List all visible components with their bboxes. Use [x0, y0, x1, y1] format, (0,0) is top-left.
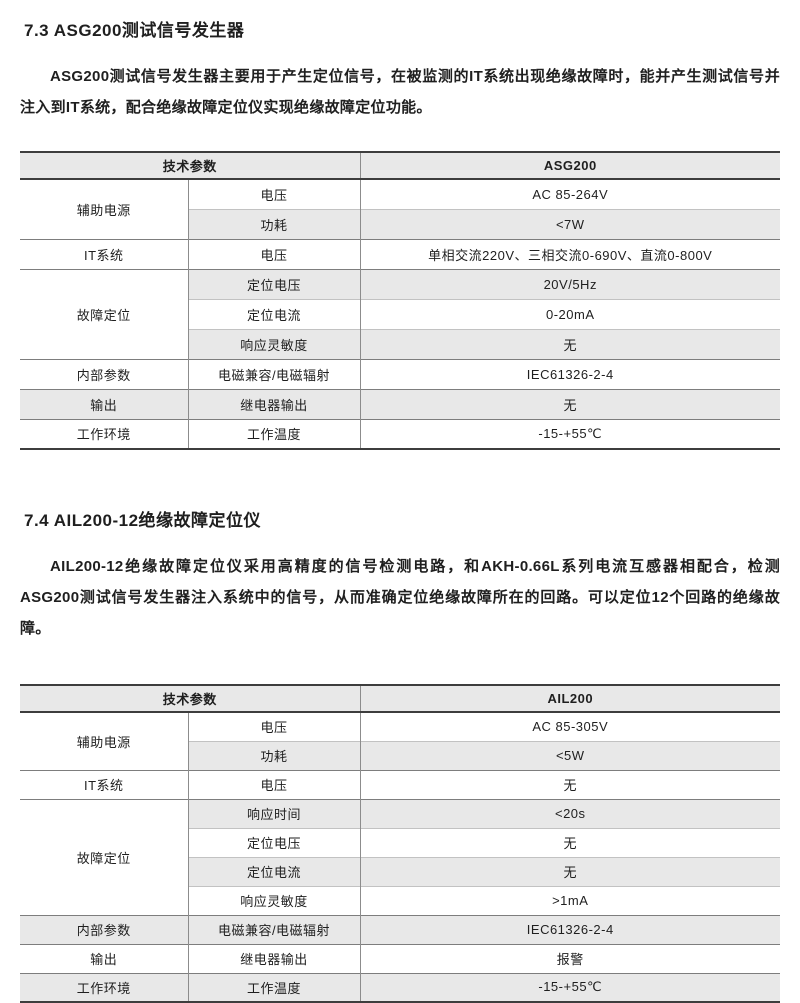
- category-cell: 内部参数: [20, 358, 188, 389]
- section-ail200: 7.4 AIL200-12绝缘故障定位仪 AIL200-12绝缘故障定位仪采用高…: [20, 506, 781, 1003]
- category-cell: 工作环境: [20, 418, 188, 449]
- category-cell: IT系统: [20, 769, 188, 799]
- parameter-cell: 响应灵敏度: [187, 328, 361, 359]
- parameter-cell: 电压: [187, 178, 361, 209]
- spec-table-row: 响应灵敏度无: [20, 328, 781, 359]
- value-cell: AC 85-264V: [359, 178, 781, 209]
- category-cell: 辅助电源: [20, 178, 188, 239]
- spec-table-row: 定位电压无: [20, 827, 781, 857]
- parameter-cell: 功耗: [187, 208, 361, 239]
- section-asg200: 7.3 ASG200测试信号发生器 ASG200测试信号发生器主要用于产生定位信…: [20, 0, 781, 450]
- parameter-cell: 响应灵敏度: [187, 885, 361, 915]
- spec-table-row: 输出 继电器输出 报警: [20, 943, 781, 973]
- table-header-row: 技术参数 AIL200: [20, 685, 781, 713]
- table-header-param-label: 技术参数: [20, 152, 361, 180]
- parameter-cell: 电压: [187, 238, 361, 269]
- asg200-spec-table: 技术参数 ASG200 辅助电源 电压 AC 85-264V 功耗 <7W IT系统 电压单…: [20, 151, 781, 450]
- section-heading: 7.4 AIL200-12绝缘故障定位仪: [24, 511, 262, 530]
- parameter-cell: 电压: [187, 769, 361, 799]
- parameter-cell: 电磁兼容/电磁辐射: [187, 914, 361, 944]
- parameter-cell: 定位电压: [187, 268, 361, 299]
- value-cell: -15-+55℃: [359, 972, 781, 1002]
- spec-table-row: 内部参数 电磁兼容/电磁辐射 IEC61326-2-4: [20, 914, 781, 944]
- parameter-cell: 继电器输出: [187, 943, 361, 973]
- spec-table-row: 故障定位 定位电压 20V/5Hz: [20, 268, 781, 359]
- parameter-cell: 工作温度: [187, 418, 361, 449]
- table-header-model: ASG200: [359, 152, 781, 180]
- spec-table-row: 功耗 <7W: [20, 208, 781, 239]
- value-cell: 无: [359, 827, 781, 857]
- section-paragraph: ASG200测试信号发生器主要用于产生定位信号，在被监测的IT系统出现绝缘故障时…: [20, 68, 780, 116]
- spec-table-row: 故障定位 响应时间 <20s: [20, 798, 781, 915]
- parameter-cell: 继电器输出: [187, 388, 361, 419]
- spec-table-row: 输出 继电器输出无: [20, 388, 781, 419]
- category-cell: 输出: [20, 943, 188, 973]
- table-header-param-label: 技术参数: [20, 685, 361, 713]
- table-header-row: 技术参数 ASG200: [20, 152, 781, 180]
- parameter-cell: 电压: [187, 711, 361, 741]
- category-cell: 辅助电源: [20, 711, 188, 770]
- value-cell: 无: [359, 769, 781, 799]
- parameter-cell: 定位电流: [187, 856, 361, 886]
- category-cell: 工作环境: [20, 972, 188, 1002]
- section-paragraph: AIL200-12绝缘故障定位仪采用高精度的信号检测电路，和AKH-0.66L系…: [20, 558, 780, 637]
- spec-table-row: 辅助电源 电压 AC 85-264V: [20, 178, 781, 239]
- spec-table-row: 定位电流 0-20mA: [20, 298, 781, 329]
- value-cell: IEC61326-2-4: [359, 358, 781, 389]
- value-cell: 无: [359, 388, 781, 419]
- category-cell: IT系统: [20, 238, 188, 269]
- value-cell: IEC61326-2-4: [359, 914, 781, 944]
- value-cell: -15-+55℃: [359, 418, 781, 449]
- table-header-model: AIL200: [359, 685, 781, 713]
- spec-table-row: 工作环境 工作温度 -15-+55℃: [20, 418, 781, 449]
- parameter-cell: 定位电压: [187, 827, 361, 857]
- spec-table-row: 工作环境 工作温度 -15-+55℃: [20, 972, 781, 1002]
- category-cell: 输出: [20, 388, 188, 419]
- category-cell: 内部参数: [20, 914, 188, 944]
- value-cell: <7W: [359, 208, 781, 239]
- spec-table-row: 功耗 <5W: [20, 740, 781, 770]
- value-cell: <5W: [359, 740, 781, 770]
- value-cell: >1mA: [359, 885, 781, 915]
- value-cell: 无: [359, 856, 781, 886]
- spec-table-row: 响应灵敏度 >1mA: [20, 885, 781, 915]
- spec-table-row: IT系统 电压无: [20, 769, 781, 799]
- spec-table-row: 内部参数 电磁兼容/电磁辐射 IEC61326-2-4: [20, 358, 781, 389]
- value-cell: 20V/5Hz: [359, 268, 781, 299]
- spec-table-row: IT系统 电压 单相交流220V、三相交流0-690V、直流0-800V: [20, 238, 781, 269]
- section-heading: 7.3 ASG200测试信号发生器: [24, 21, 245, 40]
- parameter-cell: 工作温度: [187, 972, 361, 1002]
- parameter-cell: 定位电流: [187, 298, 361, 329]
- parameter-cell: 响应时间: [187, 798, 361, 828]
- ail200-spec-table: 技术参数 AIL200 辅助电源 电压 AC 85-305V 功耗 <5W IT系统 电压无…: [20, 684, 781, 1003]
- value-cell: AC 85-305V: [359, 711, 781, 741]
- category-cell: 故障定位: [20, 798, 188, 915]
- category-cell: 故障定位: [20, 268, 188, 359]
- parameter-cell: 功耗: [187, 740, 361, 770]
- value-cell: <20s: [359, 798, 781, 828]
- value-cell: 单相交流220V、三相交流0-690V、直流0-800V: [359, 238, 781, 269]
- spec-table-row: 辅助电源 电压 AC 85-305V: [20, 711, 781, 770]
- value-cell: 无: [359, 328, 781, 359]
- value-cell: 报警: [359, 943, 781, 973]
- parameter-cell: 电磁兼容/电磁辐射: [187, 358, 361, 389]
- spec-table-row: 定位电流无: [20, 856, 781, 886]
- value-cell: 0-20mA: [359, 298, 781, 329]
